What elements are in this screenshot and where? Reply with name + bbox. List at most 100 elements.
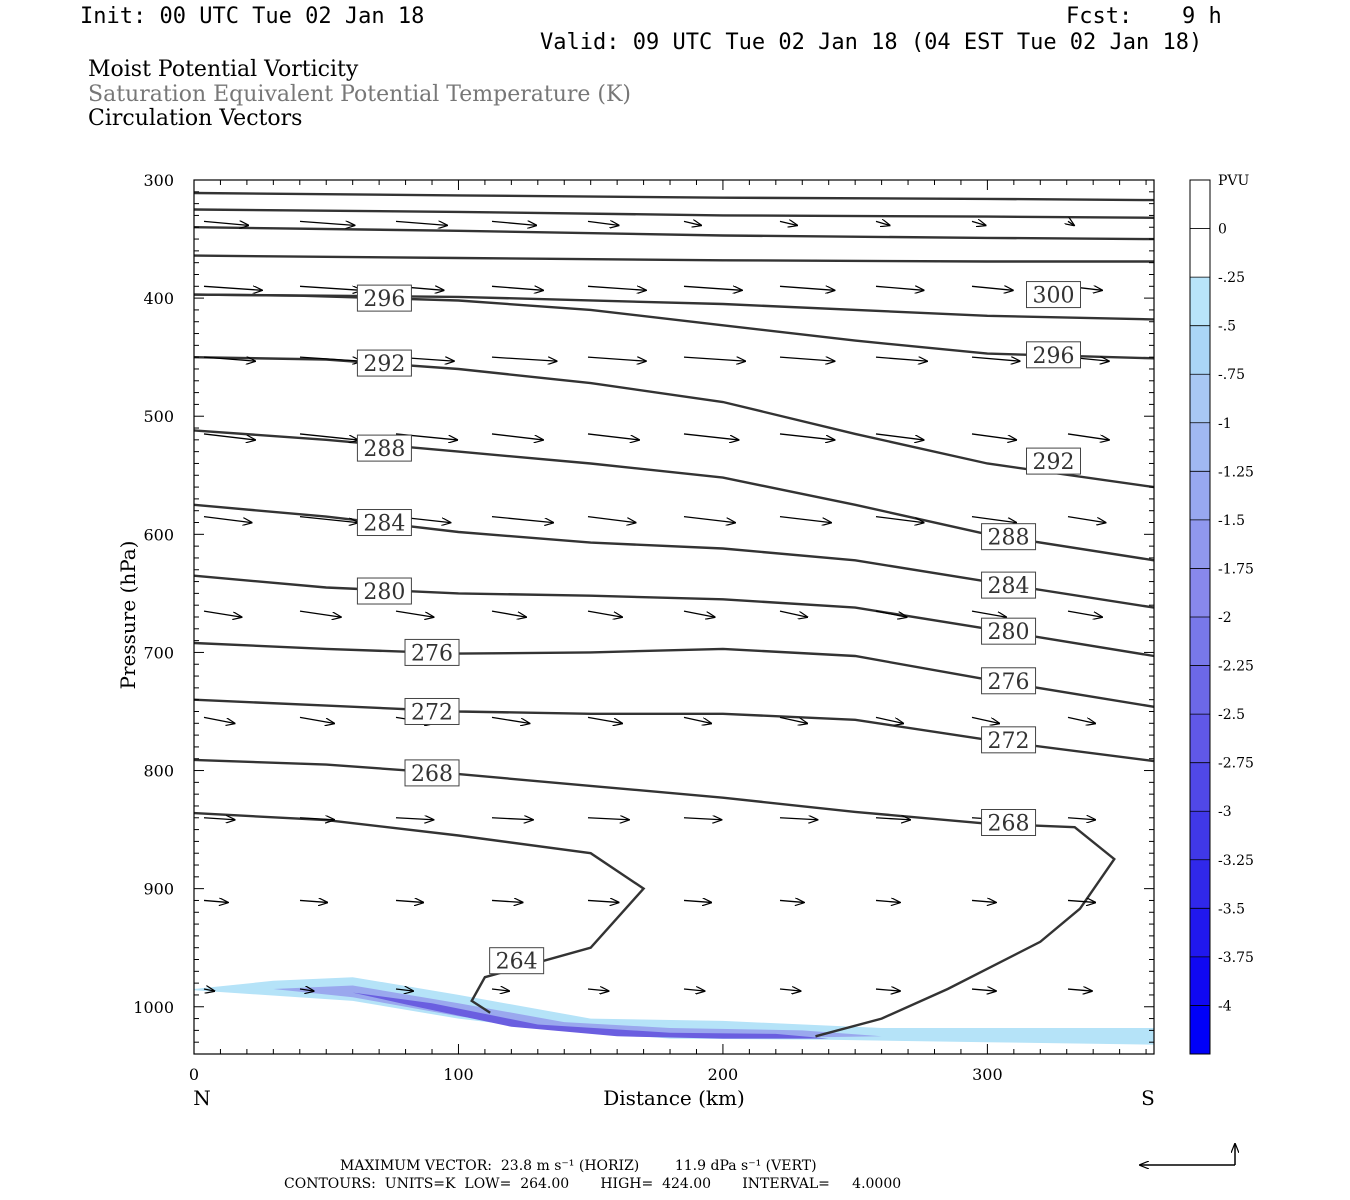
svg-text:272: 272 <box>988 729 1030 754</box>
contour-284-8 <box>193 503 1155 609</box>
circulation-vector <box>779 515 831 523</box>
colorbar-level-label: -2 <box>1218 610 1232 626</box>
y-tick-label: 1000 <box>133 998 174 1017</box>
contour-288-7 <box>193 429 1155 562</box>
colorbar-level-label: -1 <box>1218 416 1232 432</box>
circulation-vector <box>587 356 646 361</box>
svg-text:276: 276 <box>411 641 453 666</box>
circulation-vector <box>491 989 509 991</box>
contour-292-6 <box>193 356 1155 489</box>
svg-text:284: 284 <box>363 512 405 537</box>
contour-312-3 <box>193 254 1154 263</box>
circulation-vector <box>683 433 738 440</box>
svg-text:292: 292 <box>363 352 405 377</box>
end-label-south: S <box>1141 1086 1155 1110</box>
circulation-vector <box>203 515 252 523</box>
circulation-vector <box>395 900 423 902</box>
circulation-vector <box>1067 900 1095 902</box>
svg-text:276: 276 <box>988 670 1030 695</box>
circulation-vector <box>587 285 646 290</box>
circulation-vector <box>299 356 361 361</box>
svg-text:264: 264 <box>496 950 538 975</box>
contour-300-4 <box>193 293 1155 321</box>
colorbar-segment <box>1190 568 1210 618</box>
colorbar-level-label: -3.5 <box>1218 901 1245 917</box>
pv-shading--.5 <box>194 977 1154 1045</box>
x-tick-label: 100 <box>443 1065 474 1084</box>
contour-300-0 <box>193 191 1155 202</box>
circulation-vector <box>203 900 228 902</box>
svg-text:296: 296 <box>363 287 405 312</box>
circulation-vector <box>779 357 834 361</box>
circulation-vector <box>299 716 334 723</box>
contour-label-280: 280 <box>356 577 412 605</box>
y-tick-label: 300 <box>143 171 174 190</box>
svg-text:292: 292 <box>1033 450 1075 475</box>
colorbar-segment <box>1190 374 1210 424</box>
circulation-vector <box>683 515 735 523</box>
contour-276-10 <box>193 641 1155 708</box>
legend-circulation: Circulation Vectors <box>88 106 303 131</box>
circulation-vector <box>1067 515 1105 523</box>
svg-text:288: 288 <box>988 526 1030 551</box>
circulation-vector <box>683 221 701 225</box>
contour-label-276: 276 <box>404 638 460 666</box>
colorbar-segment <box>1190 471 1210 521</box>
circulation-vector <box>587 515 636 523</box>
colorbar-segment <box>1190 277 1210 327</box>
circulation-vector <box>971 989 996 991</box>
colorbar-segment <box>1190 180 1210 230</box>
circulation-vector <box>779 989 800 991</box>
pv-shading--2 <box>352 992 829 1039</box>
circulation-vector <box>299 989 314 991</box>
y-axis-label: Pressure (hPa) <box>116 541 140 690</box>
colorbar-level-label: -2.5 <box>1218 707 1245 723</box>
y-tick-label: 600 <box>143 525 174 544</box>
contour-label-300: 300 <box>1026 281 1082 309</box>
colorbar-segment <box>1190 519 1210 569</box>
x-tick-label: 200 <box>708 1065 739 1084</box>
contour-label-284: 284 <box>981 571 1037 599</box>
colorbar-segment <box>1190 617 1210 667</box>
colorbar-level-label: -2.75 <box>1218 756 1254 772</box>
x-axis-label: Distance (km) <box>603 1086 745 1110</box>
circulation-vector <box>395 818 433 820</box>
contour-308-2 <box>193 226 1155 241</box>
colorbar-level-label: -.75 <box>1218 367 1245 383</box>
contour-296-5 <box>193 293 1155 360</box>
y-tick-label: 400 <box>143 289 174 308</box>
valid-time: Valid: 09 UTC Tue 02 Jan 18 (04 EST Tue … <box>540 30 1203 55</box>
circulation-vector <box>491 515 553 523</box>
circulation-vector <box>1067 433 1109 440</box>
circulation-vector <box>971 221 986 225</box>
colorbar-segment <box>1190 1005 1210 1055</box>
circulation-vector <box>779 716 807 723</box>
circulation-vector <box>395 221 447 225</box>
colorbar-segment <box>1190 956 1210 1006</box>
circulation-vector <box>299 900 327 902</box>
contour-304-1 <box>193 208 1155 219</box>
circulation-vector <box>491 716 529 723</box>
contour-label-272: 272 <box>981 726 1037 754</box>
colorbar-level-label: -.5 <box>1218 319 1236 335</box>
svg-text:280: 280 <box>363 580 405 605</box>
svg-text:284: 284 <box>988 574 1030 599</box>
circulation-vector <box>683 356 745 361</box>
circulation-vector <box>875 610 907 617</box>
contour-label-296: 296 <box>356 284 412 312</box>
circulation-vector <box>203 433 255 440</box>
colorbar-level-label: -.25 <box>1218 270 1245 286</box>
circulation-vector <box>875 433 924 440</box>
circulation-vector <box>683 900 711 902</box>
svg-text:268: 268 <box>988 812 1030 837</box>
circulation-vector <box>971 433 1016 440</box>
circulation-vector <box>971 716 999 723</box>
colorbar-level-label: -2.25 <box>1218 659 1254 675</box>
svg-text:296: 296 <box>1033 344 1075 369</box>
circulation-vector <box>875 515 924 523</box>
circulation-vector <box>683 610 715 617</box>
circulation-vector <box>587 433 639 440</box>
contour-label-272: 272 <box>404 697 460 725</box>
contour-label-276: 276 <box>981 667 1037 695</box>
circulation-vector <box>299 433 358 440</box>
